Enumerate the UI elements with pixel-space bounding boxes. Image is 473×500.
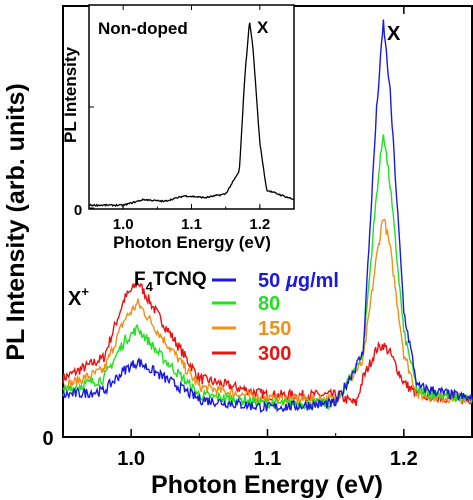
inset-peak-x-label: X [257,18,269,37]
dopant-suffix: TCNQ [153,269,207,290]
legend-unit-rest: g/ml [298,270,339,292]
inset-y-axis-label: PL Intensity [61,46,80,143]
inset-x-tick-label-2: 1.2 [249,216,270,233]
inset-x-ticks: 1.0 1.1 1.2 [88,5,295,233]
main-x-tick-label-0: 1.0 [117,448,145,470]
main-series-line-0 [62,19,473,414]
inset-x-tick-label-1: 1.1 [181,216,202,233]
main-peak-x-label: X [387,23,401,45]
main-series-line-2 [62,218,473,407]
inset-x-axis-label: Photon Energy (eV) [113,233,271,252]
dopant-prefix: F [134,269,146,290]
legend: F4TCNQ 50 μg/ml 80 150 300 [134,269,339,365]
legend-label-50: 50 μg/ml [258,270,339,292]
inset-y-tick-label-0: 0 [74,202,82,219]
main-y-axis-label: PL Intensity (arb. units) [2,83,30,360]
peak-x-plus-sup: + [81,284,89,299]
main-peak-x-plus-label: X+ [68,284,89,310]
legend-label-300: 300 [258,343,291,365]
inset-title: Non-doped [98,19,188,38]
legend-label-150: 150 [258,318,291,340]
legend-dopant-label: F4TCNQ [134,269,207,294]
inset-plot-frame [88,4,295,210]
legend-50-value: 50 [258,270,286,292]
inset-x-tick-label-0: 1.0 [113,216,134,233]
legend-label-80: 80 [258,293,280,315]
dopant-sub: 4 [146,279,154,294]
main-x-tick-label-1: 1.1 [254,448,282,470]
main-x-ticks: 1.0 1.1 1.2 [62,6,473,470]
main-x-axis-label: Photon Energy (eV) [151,471,383,499]
main-x-tick-label-2: 1.2 [390,448,418,470]
main-y-tick-label-0: 0 [42,428,53,450]
legend-unit-mu: μ [285,270,298,292]
main-series-lines [62,19,473,414]
peak-x-plus-base: X [68,288,82,310]
